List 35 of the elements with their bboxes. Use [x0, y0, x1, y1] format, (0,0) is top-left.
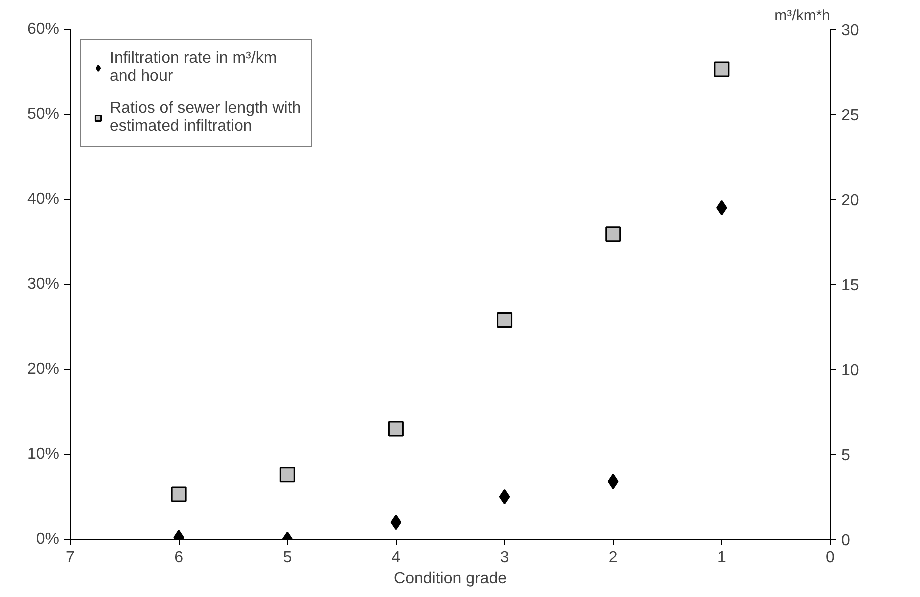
y2-tick-label: 15 — [842, 278, 860, 294]
x-axis-title: Condition grade — [394, 570, 508, 588]
y2-tick-label: 20 — [842, 192, 860, 210]
point — [608, 474, 619, 490]
y2-tick-label: 5 — [842, 448, 850, 464]
x-tick-label: 0 — [826, 550, 836, 566]
x-tick-label: 2 — [608, 550, 618, 566]
x-tick-label: 3 — [500, 550, 510, 566]
point — [171, 486, 187, 502]
y-tick-label: 40% — [27, 191, 60, 208]
y-tick-label: 30% — [27, 276, 60, 293]
y2-tick-label: 30 — [842, 22, 860, 40]
y-tick-label: 60% — [27, 21, 60, 38]
x-tick-label: 6 — [174, 550, 184, 566]
y-tick-label: 50% — [27, 106, 60, 123]
point — [388, 421, 404, 437]
legend-label: Infiltration rate in m³/km and hour — [110, 50, 278, 86]
point — [499, 489, 510, 505]
x-tick-label: 4 — [392, 550, 401, 566]
y2-axis-title: m³/km*h — [774, 8, 831, 24]
y2-tick-label: 25 — [842, 108, 860, 124]
y-tick-label: 0% — [36, 531, 60, 548]
point — [714, 62, 730, 78]
x-tick-label: 7 — [66, 550, 76, 566]
x-tick-label: 5 — [283, 550, 292, 566]
y2-tick-label: 0 — [842, 532, 850, 550]
y-tick-label: 10% — [27, 446, 60, 463]
legend-label: Ratios of sewer length with estimated infiltration — [110, 100, 302, 136]
point — [280, 467, 296, 483]
y-tick-label: 20% — [27, 361, 60, 378]
point — [606, 226, 622, 242]
x-tick-label: 1 — [717, 550, 726, 566]
y2-tick-label: 10 — [842, 362, 860, 380]
point — [497, 312, 513, 328]
point — [390, 514, 402, 530]
